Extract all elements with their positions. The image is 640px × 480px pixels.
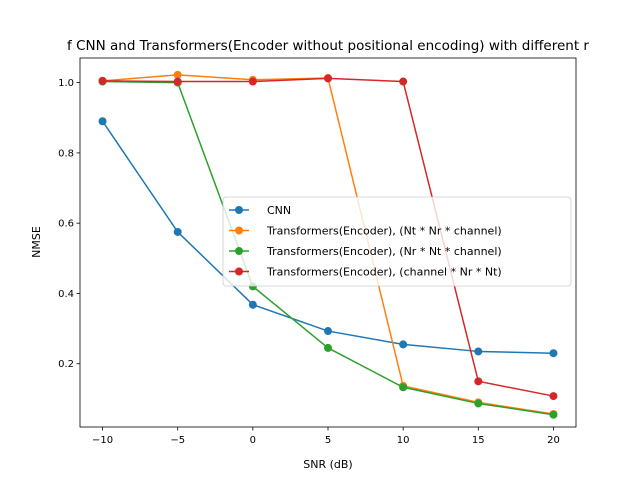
data-point: [324, 74, 332, 83]
legend-marker: [235, 226, 243, 235]
data-point: [98, 76, 107, 85]
y-axis: 0.2 0.4 0.6 0.8 1.0: [58, 78, 80, 370]
x-tick-label: 5: [325, 435, 331, 446]
x-tick-label: −10: [92, 435, 113, 446]
x-axis: −10 −5 0 5 10 15 20: [92, 427, 560, 446]
data-point: [474, 377, 483, 386]
y-tick-label: 0.2: [58, 359, 74, 370]
legend-marker: [235, 206, 243, 214]
chart-title: f CNN and Transformers(Encoder without p…: [67, 38, 589, 54]
y-axis-label: NMSE: [30, 226, 43, 258]
data-point: [399, 77, 408, 86]
data-point: [549, 410, 558, 419]
y-tick-label: 0.8: [58, 148, 74, 159]
y-tick-label: 1.0: [58, 78, 74, 89]
legend-marker: [235, 247, 243, 255]
legend-label: Transformers(Encoder), (Nt * Nr * channe…: [266, 225, 502, 238]
x-tick-label: 10: [397, 435, 410, 446]
legend-label: Transformers(Encoder), (channel * Nr * N…: [266, 266, 502, 279]
data-point: [474, 347, 483, 356]
data-point: [399, 340, 408, 349]
series-0: [98, 117, 558, 358]
y-tick-label: 0.4: [58, 289, 74, 300]
x-axis-label: SNR (dB): [303, 458, 352, 471]
data-point: [248, 300, 257, 309]
x-tick-label: 20: [547, 435, 560, 446]
y-tick-label: 0.6: [58, 219, 74, 230]
series-layer: [98, 70, 558, 419]
data-point: [549, 392, 558, 401]
x-tick-label: 15: [472, 435, 485, 446]
data-point: [324, 327, 332, 336]
data-point: [474, 399, 483, 408]
data-point: [173, 227, 182, 236]
data-point: [173, 70, 182, 79]
data-point: [399, 383, 408, 392]
data-point: [549, 349, 558, 358]
legend-label: CNN: [267, 204, 291, 217]
x-tick-label: −5: [170, 435, 185, 446]
data-point: [98, 117, 107, 126]
x-tick-label: 0: [250, 435, 256, 446]
data-point: [248, 77, 257, 86]
data-point: [173, 77, 182, 86]
legend-label: Transformers(Encoder), (Nr * Nt * channe…: [266, 245, 502, 258]
legend: CNN Transformers(Encoder), (Nt * Nr * cha…: [222, 196, 572, 287]
legend-frame: [222, 196, 572, 287]
legend-marker: [235, 267, 243, 276]
series-3: [98, 74, 558, 401]
data-point: [324, 343, 332, 352]
